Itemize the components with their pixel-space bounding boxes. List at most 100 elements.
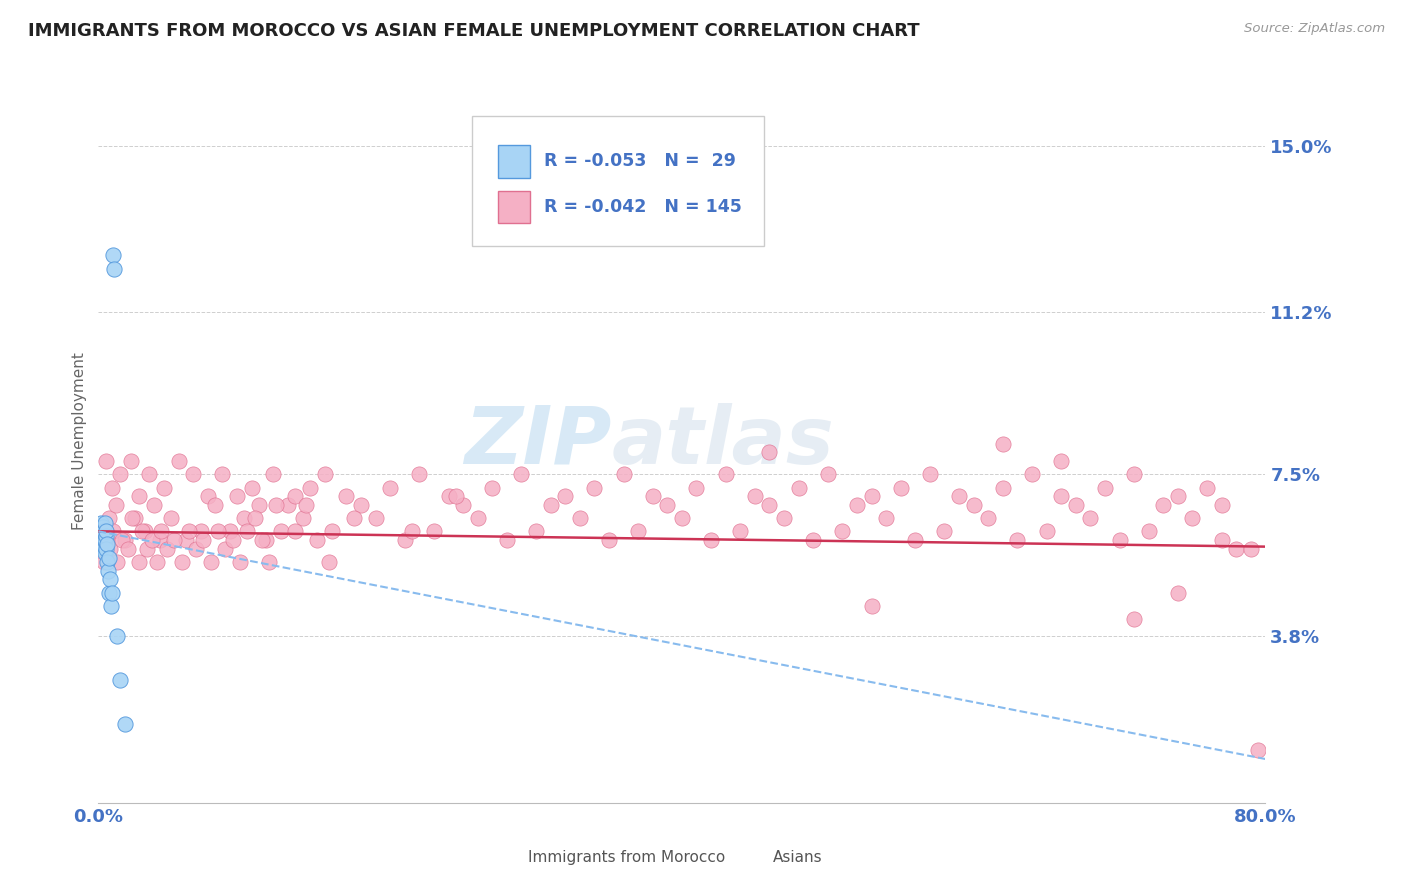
Point <box>160 511 183 525</box>
Point <box>263 467 285 482</box>
Point <box>671 511 693 525</box>
Text: IMMIGRANTS FROM MOROCCO VS ASIAN FEMALE UNEMPLOYMENT CORRELATION CHART: IMMIGRANTS FROM MOROCCO VS ASIAN FEMALE … <box>28 22 920 40</box>
Point <box>98 585 121 599</box>
Point <box>100 481 122 495</box>
Point <box>214 541 236 556</box>
Point <box>97 564 120 578</box>
Point <box>1021 467 1043 482</box>
Point <box>254 533 277 547</box>
Point <box>134 524 156 539</box>
Point <box>991 481 1014 495</box>
Point <box>96 533 118 547</box>
Point <box>1225 541 1247 556</box>
Point <box>540 498 562 512</box>
Point <box>94 546 117 560</box>
Point <box>146 555 169 569</box>
Point <box>277 498 299 512</box>
Point <box>335 489 357 503</box>
Point <box>444 489 467 503</box>
Point <box>233 511 256 525</box>
Point <box>1211 533 1233 547</box>
Point <box>93 529 115 543</box>
Point <box>96 537 118 551</box>
Point <box>101 248 124 262</box>
Point <box>270 524 292 539</box>
Point <box>104 498 127 512</box>
Point <box>284 489 307 503</box>
Point <box>394 533 416 547</box>
Point <box>149 533 172 547</box>
Y-axis label: Female Unemployment: Female Unemployment <box>72 352 87 531</box>
Point <box>177 524 200 539</box>
Point <box>91 524 114 539</box>
Point <box>211 467 233 482</box>
Point <box>875 511 897 525</box>
Point <box>91 537 114 551</box>
Point <box>451 498 474 512</box>
Point <box>860 599 883 613</box>
Point <box>1123 612 1146 626</box>
Point <box>380 481 402 495</box>
Point <box>991 436 1014 450</box>
Point <box>90 529 112 543</box>
Point <box>307 533 329 547</box>
Text: atlas: atlas <box>612 402 835 481</box>
Point <box>977 511 1000 525</box>
Text: R = -0.042   N = 145: R = -0.042 N = 145 <box>544 198 742 216</box>
Point <box>1240 541 1263 556</box>
Point <box>94 541 117 556</box>
Point <box>948 489 970 503</box>
Point <box>167 454 190 468</box>
Point <box>364 511 387 525</box>
Point <box>598 533 620 547</box>
Point <box>714 467 737 482</box>
Point <box>156 541 179 556</box>
Point <box>190 524 212 539</box>
Point <box>1064 498 1087 512</box>
Point <box>128 555 150 569</box>
Point <box>193 533 215 547</box>
Point <box>97 550 120 565</box>
Point <box>408 467 430 482</box>
Point <box>240 481 263 495</box>
Point <box>744 489 766 503</box>
Point <box>568 511 591 525</box>
Point <box>142 498 165 512</box>
Point <box>801 533 824 547</box>
Point <box>904 533 927 547</box>
Point <box>318 555 340 569</box>
Point <box>298 481 321 495</box>
Point <box>1152 498 1174 512</box>
Point <box>583 481 606 495</box>
Point <box>1035 524 1057 539</box>
Point <box>437 489 460 503</box>
Point <box>1137 524 1160 539</box>
Point <box>257 555 280 569</box>
Point <box>773 511 796 525</box>
Point <box>96 555 118 569</box>
Point <box>186 541 208 556</box>
Text: R = -0.053   N =  29: R = -0.053 N = 29 <box>544 153 737 170</box>
Point <box>510 467 533 482</box>
Point <box>181 467 204 482</box>
Point <box>236 524 259 539</box>
Point <box>226 489 249 503</box>
Point <box>229 555 252 569</box>
Point <box>243 511 266 525</box>
Point <box>314 467 336 482</box>
Point <box>758 498 780 512</box>
Point <box>890 481 912 495</box>
Point <box>1080 511 1102 525</box>
Point <box>141 533 163 547</box>
Point <box>200 555 222 569</box>
Point <box>1211 498 1233 512</box>
Point <box>207 524 229 539</box>
Point <box>90 516 112 530</box>
Point <box>98 541 121 556</box>
Point <box>100 585 122 599</box>
Point <box>105 629 128 643</box>
Point <box>105 555 128 569</box>
Point <box>114 533 136 547</box>
Point <box>554 489 576 503</box>
Point <box>481 481 503 495</box>
